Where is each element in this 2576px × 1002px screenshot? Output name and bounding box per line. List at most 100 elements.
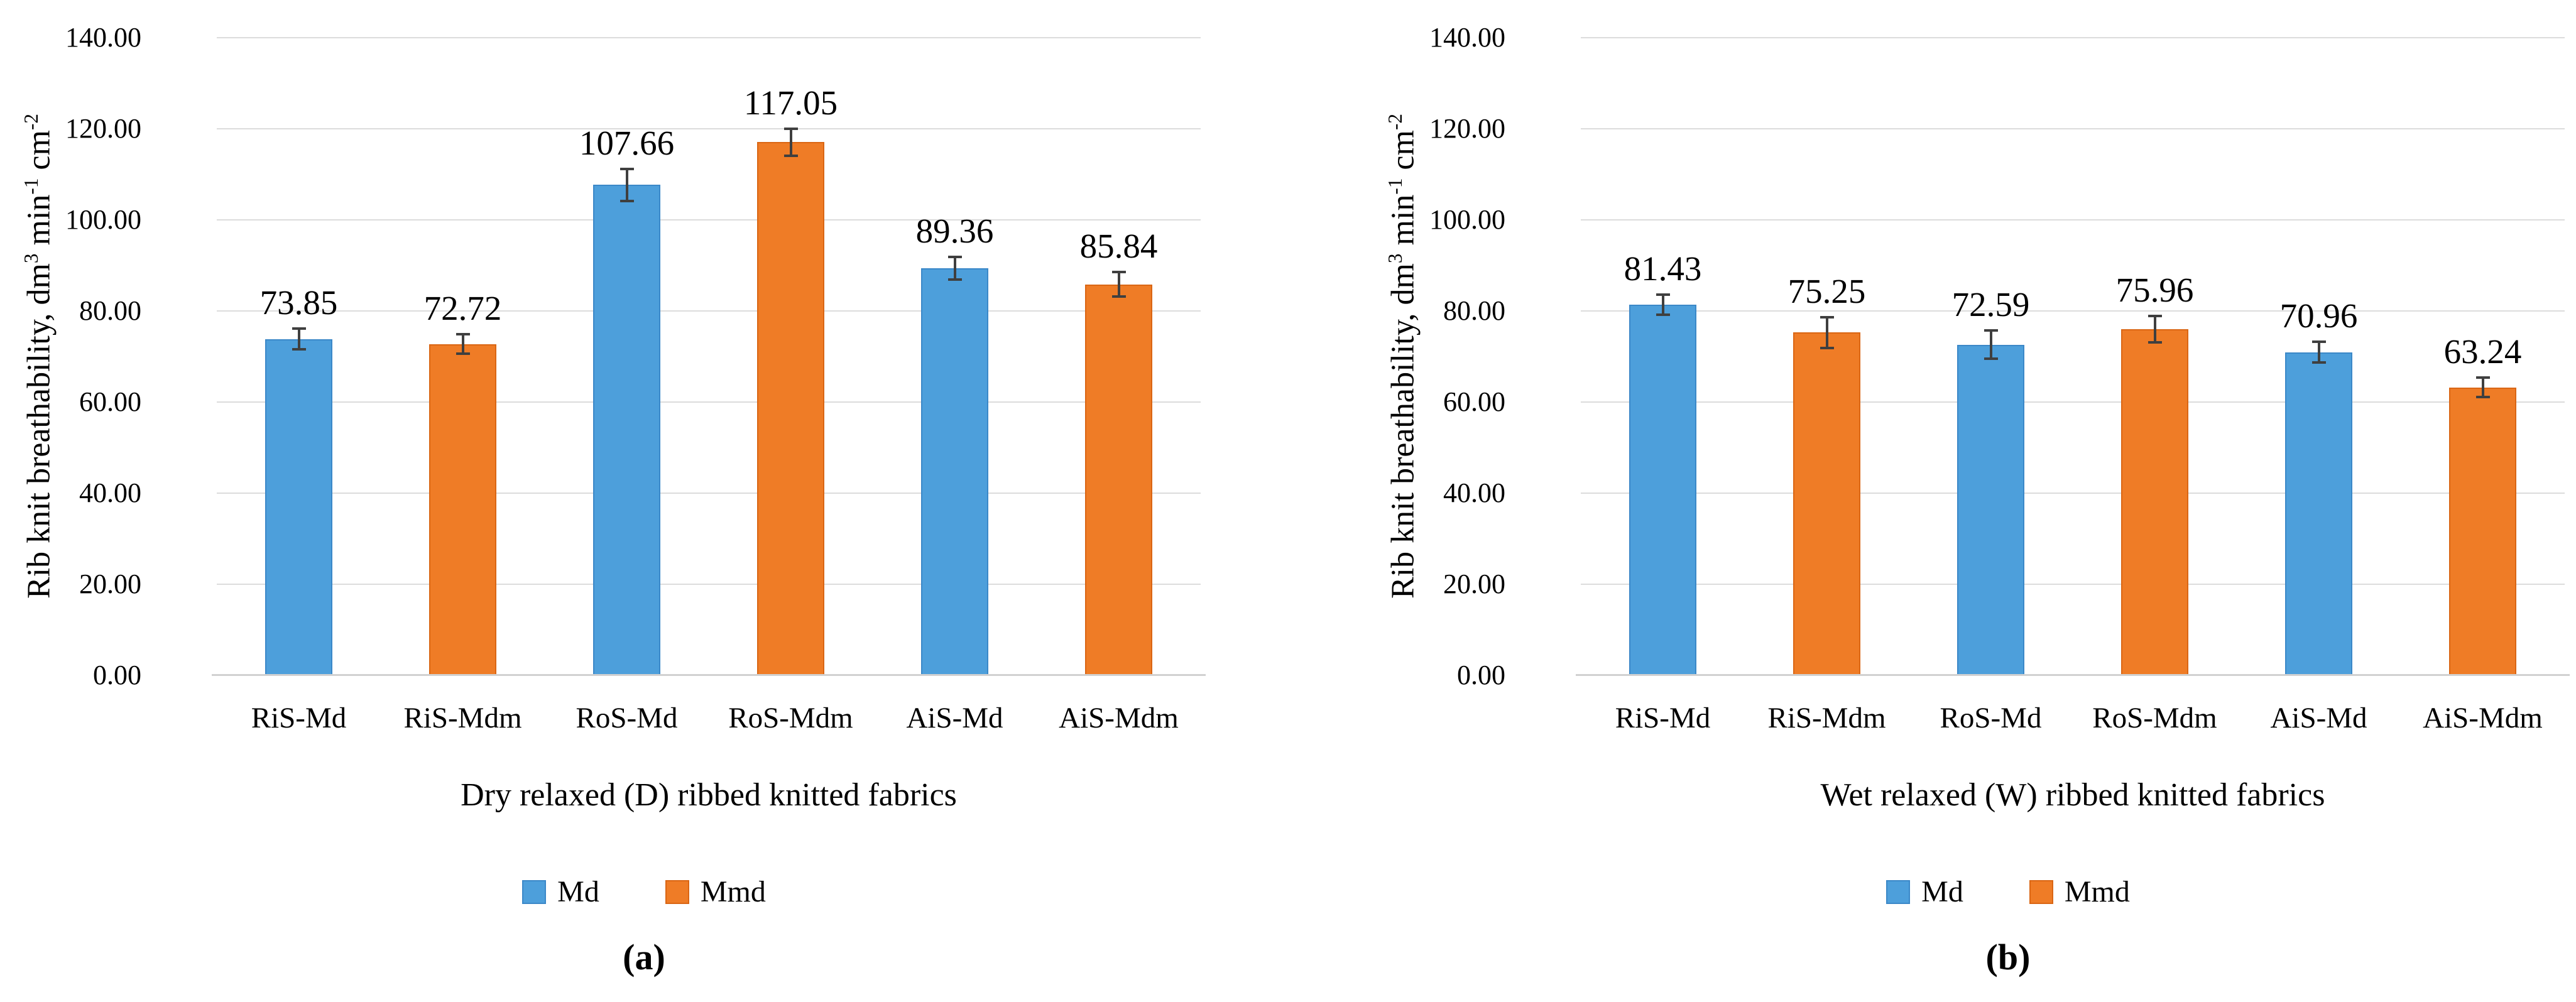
legend: Md Mmd bbox=[1364, 874, 2576, 910]
chart-panel-a: Rib knit breathability, dm3 min-1 cm-2 0… bbox=[0, 22, 1288, 977]
bar-value-label: 81.43 bbox=[1624, 249, 1702, 288]
category-label-RiS-Md: RiS-Md bbox=[251, 702, 347, 734]
legend-item-mmd: Mmd bbox=[665, 874, 766, 910]
ytick-label: 60.00 bbox=[79, 386, 141, 417]
error-bar-stem bbox=[2481, 376, 2484, 398]
error-bar-stem bbox=[2317, 340, 2320, 364]
category-label-RoS-Md: RoS-Md bbox=[1940, 702, 2042, 734]
ytick-label: 140.00 bbox=[1429, 22, 1505, 53]
gridline bbox=[1581, 493, 2565, 494]
bar-value-label: 75.25 bbox=[1787, 272, 1866, 311]
gridline bbox=[217, 493, 1201, 494]
gridline bbox=[217, 128, 1201, 129]
error-bar bbox=[783, 128, 798, 157]
bar-RiS-Md bbox=[1629, 304, 1696, 675]
ytick-label: 120.00 bbox=[1429, 113, 1505, 144]
ytick-label: 100.00 bbox=[1429, 204, 1505, 235]
bar-RoS-Mdm bbox=[757, 142, 824, 675]
error-bar-stem bbox=[625, 167, 628, 202]
error-bar-stem bbox=[461, 333, 464, 356]
error-bar-stem bbox=[1825, 316, 1828, 349]
x-axis-title: Dry relaxed (D) ribbed knitted fabrics bbox=[461, 777, 957, 813]
x-axis-line bbox=[1576, 674, 2570, 676]
ytick-label: 40.00 bbox=[1443, 477, 1505, 508]
error-bar bbox=[1111, 270, 1126, 298]
bar-value-label: 63.24 bbox=[2443, 332, 2522, 371]
gridline bbox=[1581, 128, 2565, 129]
bar-AiS-Md bbox=[2285, 352, 2352, 675]
category-label-AiS-Md: AiS-Md bbox=[2270, 702, 2367, 734]
ytick-label: 100.00 bbox=[65, 204, 141, 235]
bar-AiS-Mdm bbox=[1085, 284, 1152, 675]
bar-RiS-Mdm bbox=[429, 344, 496, 675]
category-label-AiS-Md: AiS-Md bbox=[906, 702, 1003, 734]
error-bar-stem bbox=[297, 327, 300, 351]
error-bar-stem bbox=[1661, 293, 1664, 316]
gridline bbox=[217, 37, 1201, 38]
ytick-label: 0.00 bbox=[1457, 660, 1505, 690]
legend-label-md: Md bbox=[1921, 875, 1963, 908]
bar-value-label: 85.84 bbox=[1079, 226, 1158, 265]
gridline bbox=[1581, 401, 2565, 403]
gridline bbox=[217, 310, 1201, 312]
bar-RoS-Md bbox=[593, 185, 660, 675]
legend-item-md: Md bbox=[522, 874, 599, 910]
legend: Md Mmd bbox=[0, 874, 1288, 910]
x-axis-line bbox=[212, 674, 1206, 676]
gridline bbox=[1581, 584, 2565, 585]
error-bar bbox=[1984, 329, 1998, 361]
legend-swatch-md bbox=[522, 880, 547, 904]
bar-AiS-Mdm bbox=[2449, 387, 2516, 675]
error-bar bbox=[2311, 340, 2326, 364]
x-axis-title: Wet relaxed (W) ribbed knitted fabrics bbox=[1820, 777, 2325, 813]
chart-panel-b: Rib knit breathability, dm3 min-1 cm-2 0… bbox=[1288, 0, 2576, 1002]
bar-value-label: 107.66 bbox=[579, 123, 675, 162]
ytick-label: 20.00 bbox=[1443, 569, 1505, 599]
bar-value-label: 89.36 bbox=[915, 211, 994, 250]
legend-swatch-mmd bbox=[2029, 880, 2053, 904]
ytick-label: 60.00 bbox=[1443, 386, 1505, 417]
plot-area: 73.85 72.72 107.66 117.05 89.36 85.84 bbox=[212, 37, 1206, 676]
legend-item-md: Md bbox=[1886, 874, 1963, 910]
error-bar-stem bbox=[953, 255, 956, 281]
bar-value-label: 117.05 bbox=[743, 84, 838, 123]
bar-RiS-Md bbox=[265, 339, 332, 675]
error-bar bbox=[619, 167, 634, 203]
bar-value-label: 72.59 bbox=[1951, 285, 2030, 324]
gridline bbox=[217, 584, 1201, 585]
bar-AiS-Md bbox=[921, 268, 988, 675]
category-label-AiS-Mdm: AiS-Mdm bbox=[2423, 702, 2543, 734]
ytick-label: 0.00 bbox=[93, 660, 141, 690]
y-axis-title-part: 3 bbox=[20, 253, 42, 264]
legend-label-mmd: Mmd bbox=[700, 875, 766, 908]
category-label-RiS-Mdm: RiS-Mdm bbox=[1767, 702, 1886, 734]
bar-value-label: 72.72 bbox=[423, 289, 502, 328]
ytick-label: 140.00 bbox=[65, 22, 141, 53]
bar-RiS-Mdm bbox=[1793, 332, 1860, 675]
error-bar-stem bbox=[1989, 329, 1992, 361]
ytick-label: 80.00 bbox=[79, 295, 141, 326]
category-label-RoS-Mdm: RoS-Mdm bbox=[728, 702, 853, 734]
legend-swatch-mmd bbox=[665, 880, 689, 904]
panel-label-b: (b) bbox=[1985, 937, 2031, 977]
error-bar bbox=[2475, 376, 2490, 398]
ytick-label: 20.00 bbox=[79, 569, 141, 599]
bar-value-label: 73.85 bbox=[259, 283, 338, 322]
bar-RoS-Md bbox=[1957, 344, 2024, 675]
ytick-label: 40.00 bbox=[79, 477, 141, 508]
legend-label-md: Md bbox=[557, 875, 599, 908]
gridline bbox=[1581, 310, 2565, 312]
error-bar bbox=[1820, 316, 1834, 349]
panel-label-a: (a) bbox=[623, 937, 665, 977]
chart-area-b: Rib knit breathability, dm3 min-1 cm-2 0… bbox=[1364, 0, 2576, 1002]
error-bar bbox=[1656, 293, 1670, 317]
legend-swatch-md bbox=[1886, 880, 1911, 904]
error-bar bbox=[456, 333, 470, 356]
gridline bbox=[1581, 219, 2565, 221]
legend-item-mmd: Mmd bbox=[2029, 874, 2130, 910]
error-bar-stem bbox=[789, 128, 792, 157]
legend-label-mmd: Mmd bbox=[2064, 875, 2130, 908]
error-bar bbox=[292, 327, 306, 351]
y-axis-title-part: 3 bbox=[1384, 253, 1406, 264]
gridline bbox=[217, 401, 1201, 403]
